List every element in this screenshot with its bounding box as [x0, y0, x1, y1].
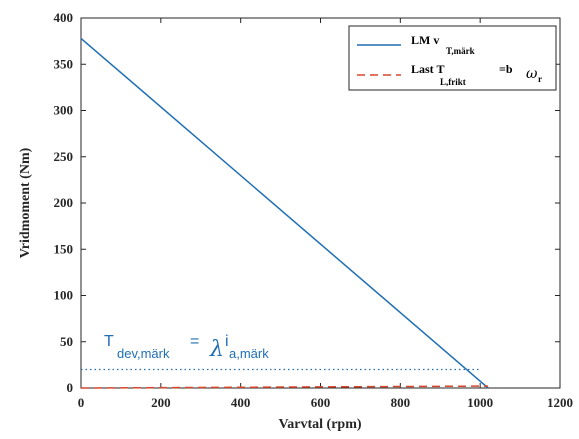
y-ticks: 0 50 100 150 200 250 300 350 400: [54, 10, 560, 395]
y-tick-label: 150: [54, 241, 74, 256]
series-line-lm: [80, 37, 489, 389]
legend-suffix-load: =b: [499, 62, 513, 76]
y-tick-label: 200: [54, 195, 74, 210]
x-tick-label: 1000: [467, 395, 493, 410]
annotation-equals: =: [190, 333, 199, 350]
annotation-t-symbol: T: [104, 333, 114, 350]
annotation-t-sub: dev,märk: [117, 346, 170, 361]
y-tick-label: 300: [54, 103, 74, 118]
y-tick-label: 50: [60, 334, 73, 349]
legend-sublabel-lm: T,märk: [446, 46, 475, 56]
y-tick-label: 100: [54, 288, 74, 303]
y-axis-label: Vridmoment (Nm): [18, 147, 33, 258]
legend-omega-sub: r: [538, 74, 542, 84]
y-tick-label: 400: [54, 10, 74, 25]
legend-omega-symbol: ω: [526, 66, 538, 82]
y-tick-label: 250: [54, 149, 74, 164]
annotation: T dev,märk = λ i a,märk: [104, 333, 269, 362]
annotation-i-sub: a,märk: [229, 346, 269, 361]
x-tick-label: 400: [231, 395, 251, 410]
series-layer: [80, 37, 489, 389]
legend-label-load: Last T: [411, 62, 444, 76]
x-tick-label: 1200: [547, 395, 573, 410]
y-tick-label: 350: [54, 56, 74, 71]
legend-sublabel-load: L,frikt: [440, 77, 466, 87]
x-tick-label: 0: [78, 395, 85, 410]
legend: LM v T,märk Last T L,frikt =b ω r: [348, 25, 557, 91]
legend-box: [348, 25, 557, 91]
annotation-i-symbol: i: [225, 333, 229, 350]
x-ticks: 0 200 400 600 800 1000 1200: [78, 18, 573, 410]
y-tick-label: 0: [67, 380, 74, 395]
annotation-lambda-symbol: λ: [209, 337, 224, 362]
x-tick-label: 200: [151, 395, 171, 410]
series-line-load: [80, 385, 489, 389]
x-axis-label: Varvtal (rpm): [278, 417, 361, 432]
legend-label-lm: LM v: [411, 33, 439, 47]
x-tick-label: 800: [391, 395, 411, 410]
x-tick-label: 600: [311, 395, 331, 410]
